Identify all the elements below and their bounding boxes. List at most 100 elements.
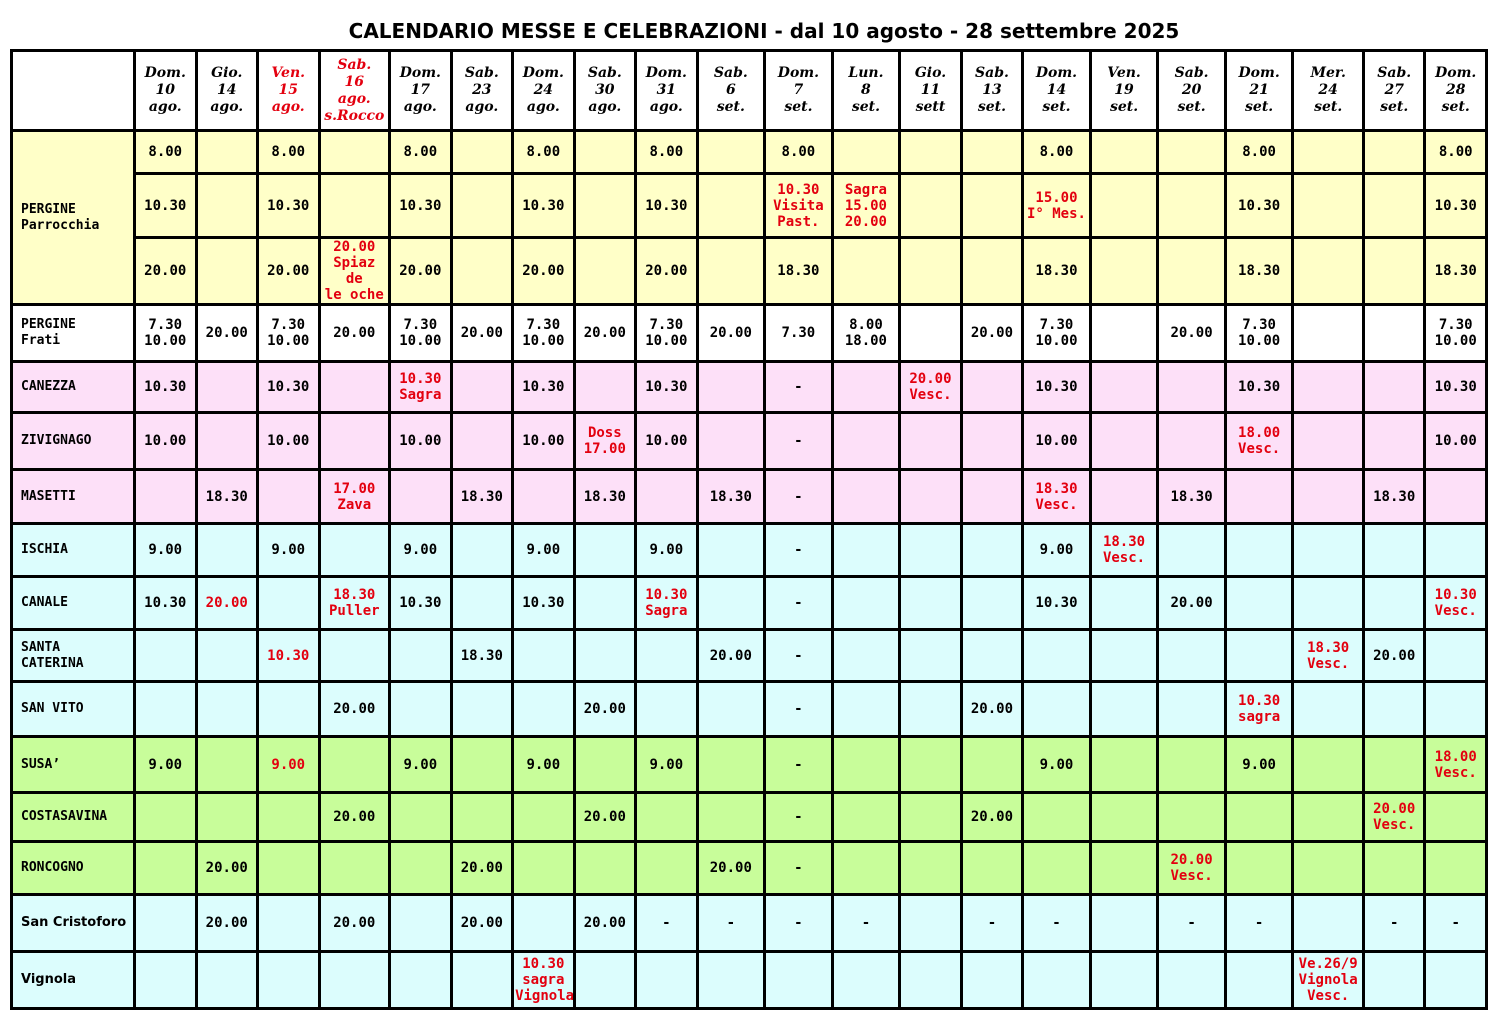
schedule-cell (1291, 575, 1365, 631)
schedule-cell: 8.00 (388, 129, 453, 175)
cell-text: Ven. 15 ago. (271, 65, 306, 115)
cell-text: 10.30 sagra Vignola (515, 956, 575, 1004)
date-header-0: Dom. 10 ago. (133, 49, 198, 132)
cell-text: - (794, 701, 803, 717)
schedule-cell (1223, 468, 1295, 525)
schedule-cell: 20.00 (511, 236, 576, 306)
cell-text: 9.00 (271, 542, 306, 558)
schedule-cell: 10.30 (511, 575, 576, 631)
schedule-cell (1361, 950, 1427, 1010)
schedule-cell (194, 522, 259, 578)
schedule-cell (898, 236, 963, 306)
schedule-cell (572, 236, 638, 306)
schedule-cell: 20.00 (133, 236, 198, 306)
date-header-6: Dom. 24 ago. (511, 49, 576, 132)
cell-text: Sab. 13 set. (975, 65, 1009, 115)
schedule-cell: 18.30 (1361, 468, 1427, 525)
schedule-cell (449, 680, 515, 738)
cell-text: 20.00 (205, 325, 248, 341)
schedule-cell (449, 735, 515, 794)
schedule-cell (830, 236, 902, 306)
table-row: San Cristoforo 20.00 20.00 20.00 20.00 - - - - - -… (10, 893, 1488, 953)
cell-text: San Cristoforo (21, 915, 127, 930)
schedule-cell: 20.00 (194, 840, 259, 896)
schedule-cell: 10.30 Sagra (634, 575, 699, 631)
schedule-cell: 9.00 (511, 735, 576, 794)
cell-text: Gio. 14 ago. (210, 65, 244, 115)
schedule-cell: 7.30 10.00 (388, 303, 453, 363)
schedule-cell (194, 360, 259, 414)
schedule-cell (634, 950, 699, 1010)
cell-text: 15.00 I° Mes. (1026, 189, 1086, 222)
schedule-cell: 18.30 (695, 468, 767, 525)
date-header-20: Dom. 28 set. (1423, 49, 1488, 132)
schedule-cell: 9.00 (256, 522, 321, 578)
date-header-14: Dom. 14 set. (1021, 49, 1092, 132)
schedule-cell (830, 411, 902, 471)
schedule-cell: 8.00 (256, 129, 321, 175)
schedule-cell (959, 172, 1025, 239)
schedule-cell: 18.30 (194, 468, 259, 525)
cell-text: 10.30 Visita Past. (773, 181, 824, 230)
schedule-cell (1021, 628, 1092, 683)
cell-text: 20.00 (460, 860, 503, 876)
cell-text: 8.00 (1039, 144, 1074, 160)
schedule-cell (959, 840, 1025, 896)
schedule-cell (449, 360, 515, 414)
cell-text: MASETTI (21, 488, 76, 504)
schedule-cell (1291, 893, 1365, 953)
cell-text: 10.30 (1238, 197, 1281, 214)
schedule-cell (634, 791, 699, 843)
schedule-cell: 10.00 (1021, 411, 1092, 471)
schedule-cell: 18.30 Puller (317, 575, 392, 631)
schedule-cell (388, 680, 453, 738)
cell-text: 7.30 10.00 (645, 317, 688, 349)
schedule-cell: 18.30 (572, 468, 638, 525)
schedule-cell: 20.00 (1361, 628, 1427, 683)
schedule-cell (317, 628, 392, 683)
schedule-cell: 20.00 (634, 236, 699, 306)
cell-text: 8.00 (271, 144, 306, 160)
cell-text: SANTA CATERINA (21, 639, 84, 671)
table-row: COSTASAVINA 20.00 20.00 - 20.00 20.00 Vesc. (10, 791, 1488, 843)
schedule-cell (1156, 680, 1227, 738)
cell-text: 18.30 (1238, 263, 1281, 279)
schedule-cell: - (1361, 893, 1427, 953)
schedule-cell: 20.00 (695, 303, 767, 363)
schedule-cell: 8.00 (511, 129, 576, 175)
schedule-cell: 10.30 (1423, 360, 1488, 414)
schedule-cell (449, 236, 515, 306)
schedule-cell (1423, 468, 1488, 525)
schedule-cell (1291, 236, 1365, 306)
schedule-cell (695, 950, 767, 1010)
schedule-cell: - (763, 791, 834, 843)
schedule-cell: 10.00 (634, 411, 699, 471)
schedule-cell: 18.30 (1423, 236, 1488, 306)
cell-text: 17.00 Zava (333, 480, 376, 513)
schedule-cell (256, 950, 321, 1010)
schedule-cell (449, 172, 515, 239)
cell-text: 20.00 (333, 325, 376, 341)
date-header-7: Sab. 30 ago. (572, 49, 638, 132)
schedule-cell: 7.30 10.00 (256, 303, 321, 363)
schedule-cell: 18.30 Vesc. (1021, 468, 1092, 525)
table-row: SANTA CATERINA 10.30 18.30 20.00 - 18.30 Vesc… (10, 628, 1488, 683)
schedule-cell (1156, 236, 1227, 306)
schedule-cell: 7.30 10.00 (511, 303, 576, 363)
schedule-cell: 20.00 (695, 628, 767, 683)
schedule-cell: 10.00 (511, 411, 576, 471)
row-label-zivignago: ZIVIGNAGO (10, 411, 136, 471)
schedule-cell: 10.30 (1021, 575, 1092, 631)
row-label-santa-caterina: SANTA CATERINA (10, 628, 136, 683)
cell-text: 18.30 (1373, 488, 1416, 505)
schedule-cell (256, 791, 321, 843)
table-row: Vignola 10.30 sagra Vignola Ve.26/9 Vignol… (10, 950, 1488, 1010)
schedule-cell (695, 411, 767, 471)
schedule-cell: 20.00 (1156, 575, 1227, 631)
schedule-cell (898, 522, 963, 578)
schedule-cell (1291, 411, 1365, 471)
schedule-cell: 20.00 (695, 840, 767, 896)
schedule-cell: - (763, 628, 834, 683)
cell-text: Doss 17.00 (583, 425, 626, 457)
cell-text: 8.00 (649, 144, 684, 160)
